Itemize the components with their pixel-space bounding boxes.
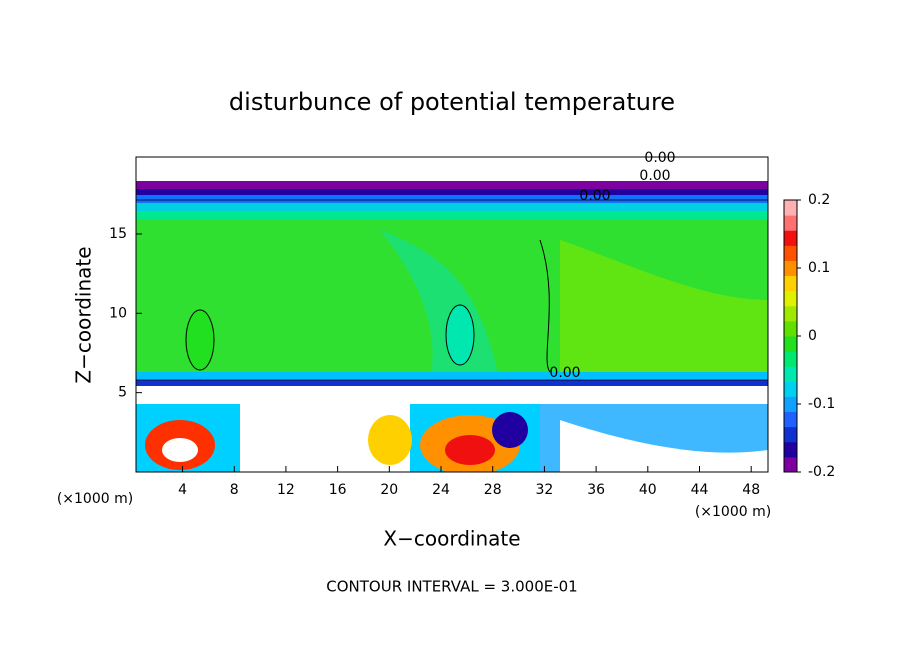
contour-interval: CONTOUR INTERVAL = 3.000E-01 [326,578,577,596]
x-tick-label: 28 [484,482,502,498]
y-tick-label: 10 [109,305,127,321]
colorbar-tick-label: 0.1 [808,260,830,276]
x-tick-label: 48 [742,482,760,498]
contour-label: 0.00 [549,365,580,381]
colorbar-segment [784,320,797,337]
colorbar-tick-label: 0 [808,328,817,344]
y-tick-label: 15 [109,226,127,242]
colorbar-tick-label: -0.2 [808,464,835,480]
colorbar-tick-label: 0.2 [808,192,830,208]
colorbar-segment [784,336,797,352]
chart-title: disturbunce of potential temperature [229,88,675,116]
colorbar-segment [784,411,797,428]
colorbar-segment [784,215,797,231]
colorbar-segment [784,366,797,382]
x-tick-label: 40 [639,482,657,498]
colorbar-segment [784,275,797,292]
contour-label: 0.00 [639,168,670,184]
y-tick-label: 5 [118,385,127,401]
field [136,157,768,472]
contour-label: 0.00 [579,188,610,204]
x-tick-label: 20 [380,482,398,498]
colorbar-segment [784,290,797,307]
x-tick-label: 16 [329,482,347,498]
x-tick-label: 8 [230,482,239,498]
x-axis-label: X−coordinate [383,527,520,551]
y-axis-label: Z−coordinate [72,246,96,383]
x-tick-label: 36 [587,482,605,498]
x-tick-label: 32 [535,482,553,498]
contour-label: 0.00 [644,150,675,166]
colorbar-segment [784,260,797,277]
colorbar-segment [784,396,797,413]
colorbar-segment [784,381,797,397]
colorbar-segment [784,441,797,458]
colorbar-segment [784,230,797,246]
x-tick-label: 12 [277,482,295,498]
x-tick-label: 4 [178,482,187,498]
colorbar-segment [784,200,797,216]
colorbar-tick-label: -0.1 [808,396,835,412]
colorbar-segment [784,426,797,443]
x-tick-label: 44 [691,482,709,498]
colorbar-segment [784,305,797,322]
colorbar-segment [784,456,797,473]
x-tick-label: 24 [432,482,450,498]
y-unit: (×1000 m) [57,491,133,507]
x-unit: (×1000 m) [695,504,771,520]
plot-frame [135,156,769,473]
colorbar-segment [784,351,797,367]
colorbar-segment [784,245,797,261]
